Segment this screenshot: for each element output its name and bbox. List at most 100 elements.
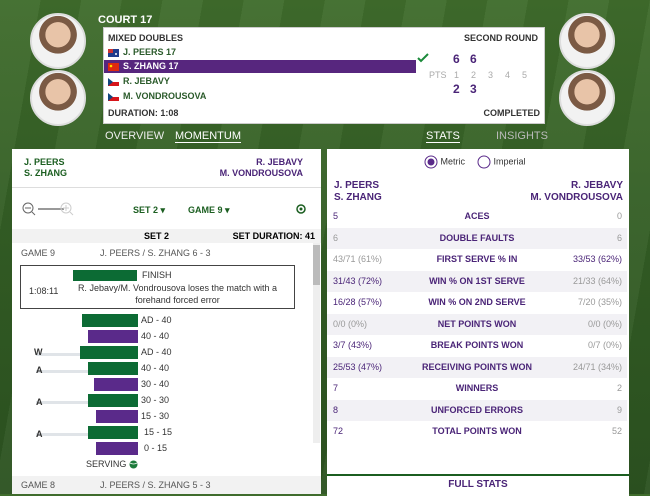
imperial-radio[interactable]: Imperial (477, 155, 526, 169)
full-stats-button[interactable]: FULL STATS (327, 474, 629, 496)
stat-left: 0/0 (0%) (333, 319, 368, 329)
point-bar (82, 314, 138, 327)
scrollbar[interactable] (313, 243, 320, 443)
match-duration: DURATION: 1:08 (108, 108, 179, 118)
cze-flag-icon (108, 78, 119, 86)
chn-flag-icon (108, 63, 119, 71)
stat-left: 43/71 (61%) (333, 254, 383, 264)
stat-row: 0/0 (0%) NET POINTS WON 0/0 (0%) (327, 314, 627, 335)
radio-selected-icon (424, 155, 438, 169)
zoom-out-icon[interactable] (22, 202, 36, 216)
set-score: 6 (470, 52, 477, 66)
point-score: AD - 40 (141, 347, 172, 357)
point-row: 0 - 15 (12, 442, 312, 455)
stat-name: TOTAL POINTS WON (432, 426, 522, 436)
finish-time: 1:08:11 (29, 286, 59, 296)
stat-name: WINNERS (455, 383, 499, 393)
set-duration: SET DURATION: 41 (232, 231, 315, 241)
avatar-j-peers (30, 13, 86, 69)
event-name: MIXED DOUBLES (108, 33, 184, 43)
tab-momentum[interactable]: MOMENTUM (175, 130, 241, 143)
player-name: J. PEERS 17 (123, 47, 177, 57)
point-score: 15 - 15 (144, 427, 173, 437)
tab-overview[interactable]: OVERVIEW (105, 130, 165, 142)
point-score: 30 - 40 (141, 379, 170, 389)
team1-player: J. PEERS (24, 157, 65, 167)
zoom-slider[interactable] (38, 208, 64, 210)
point-score: AD - 40 (141, 315, 172, 325)
momentum-panel: J. PEERS S. ZHANG R. JEBAVY M. VONDROUSO… (12, 149, 321, 494)
stat-row: 3/7 (43%) BREAK POINTS WON 0/7 (0%) (327, 335, 627, 356)
stat-name: BREAK POINTS WON (430, 340, 524, 350)
pts-label: PTS (429, 70, 447, 80)
stat-left: 25/53 (47%) (333, 362, 383, 372)
court-title: COURT 17 (98, 14, 153, 26)
tab-stats[interactable]: STATS (426, 130, 460, 143)
stat-row: 25/53 (47%) RECEIVING POINTS WON 24/71 (34… (327, 357, 627, 378)
point-score: 15 - 30 (141, 411, 170, 421)
point-score: 0 - 15 (144, 443, 168, 453)
momentum-trail (36, 353, 88, 356)
stat-row: 72 TOTAL POINTS WON 52 (327, 421, 627, 442)
tennis-ball-icon (129, 460, 138, 469)
game-label: GAME 8 (21, 480, 56, 490)
set-dropdown[interactable]: SET 2 ▾ (133, 205, 166, 215)
stat-name: NET POINTS WON (437, 319, 517, 329)
point-bar (88, 394, 138, 407)
stat-row: 7 WINNERS 2 (327, 378, 627, 399)
stat-right: 0/0 (0%) (587, 319, 622, 329)
stat-left: 31/43 (72%) (333, 276, 383, 286)
radio-unselected-icon (477, 155, 491, 169)
round-name: SECOND ROUND (463, 33, 538, 43)
point-score: 40 - 40 (141, 363, 170, 373)
match-status: COMPLETED (483, 108, 540, 118)
point-bar (88, 362, 138, 375)
stat-row: 6 DOUBLE FAULTS 6 (327, 228, 627, 249)
set-score: 2 (453, 82, 460, 96)
stat-left: 7 (333, 383, 339, 393)
gear-icon[interactable] (294, 202, 308, 216)
game-score: J. PEERS / S. ZHANG 5 - 3 (100, 480, 211, 490)
point-bar (96, 442, 138, 455)
player-row-active: S. ZHANG 17 (104, 60, 416, 73)
stat-row: 16/28 (57%) WIN % ON 2ND SERVE 7/20 (35%) (327, 292, 627, 313)
stat-right: 24/71 (34%) (572, 362, 622, 372)
game-dropdown[interactable]: GAME 9 ▾ (188, 205, 230, 215)
point-row: 30 - 40 (12, 378, 312, 391)
tab-insights[interactable]: INSIGHTS (496, 130, 548, 142)
imperial-label: Imperial (493, 156, 526, 167)
set-number-row: PTS 1 2 3 4 5 (429, 70, 539, 82)
point-mark: A (36, 397, 43, 407)
momentum-trail (36, 370, 88, 373)
point-mark: W (34, 347, 43, 357)
momentum-trail (36, 401, 88, 404)
stat-right: 0/7 (0%) (587, 340, 622, 350)
stat-name: WIN % ON 1ST SERVE (429, 276, 525, 286)
stat-row: 43/71 (61%) FIRST SERVE % IN 33/53 (62%) (327, 249, 627, 270)
avatar-r-jebavy (559, 13, 615, 69)
point-mark: A (36, 365, 43, 375)
stat-right: 33/53 (62%) (572, 254, 622, 264)
momentum-trail (36, 433, 88, 436)
finish-description: R. Jebavy/M. Vondrousova loses the match… (77, 283, 278, 305)
stats-panel: Metric Imperial J. PEERS S. ZHANG R. JEB… (327, 149, 629, 496)
metric-radio[interactable]: Metric (424, 155, 465, 169)
point-row: A 40 - 40 (12, 362, 312, 375)
point-row: A 30 - 30 (12, 394, 312, 407)
scrollbar-thumb[interactable] (313, 245, 320, 285)
set-number: 4 (505, 70, 511, 80)
player-name: R. JEBAVY (123, 76, 170, 86)
stat-left: 16/28 (57%) (333, 297, 383, 307)
zoom-in-icon[interactable] (60, 202, 74, 216)
stat-left: 6 (333, 233, 339, 243)
point-mark: A (36, 429, 43, 439)
serving-label: SERVING (86, 459, 127, 469)
stat-right: 7/20 (35%) (577, 297, 622, 307)
set-number: 3 (488, 70, 494, 80)
stat-name: DOUBLE FAULTS (439, 233, 515, 243)
team2-player: M. VONDROUSOVA (219, 168, 303, 178)
stat-right: 0 (616, 211, 622, 221)
point-row: 40 - 40 (12, 330, 312, 343)
avatar-s-zhang (30, 70, 86, 126)
point-row: 15 - 30 (12, 410, 312, 423)
